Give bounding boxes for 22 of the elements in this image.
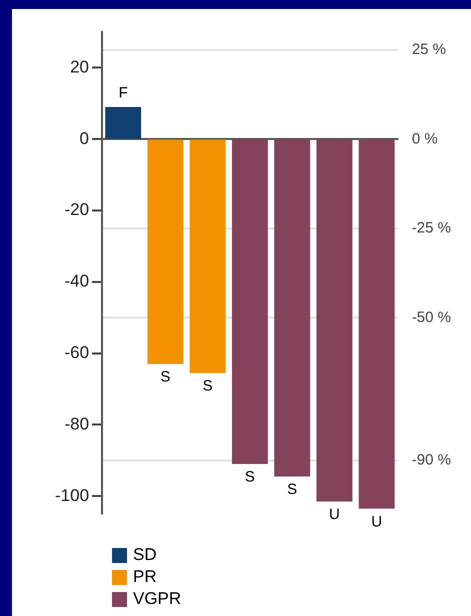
- legend-label: VGPR: [133, 588, 182, 610]
- data-label: S: [160, 368, 170, 386]
- legend-label: SD: [133, 544, 157, 566]
- y-tick-label: -80: [64, 414, 90, 434]
- data-label: F: [118, 84, 128, 102]
- y2-tick-label: -50 %: [412, 308, 452, 326]
- y-tick-label: -20: [64, 200, 90, 220]
- y-tick-label: -60: [64, 343, 90, 362]
- y2-tick-label: 0 %: [412, 130, 438, 148]
- y2-tick-label: 25 %: [412, 40, 446, 58]
- legend-label: PR: [133, 566, 157, 588]
- y-tick-label: -100: [54, 486, 90, 505]
- data-label: U: [329, 506, 340, 524]
- data-label: U: [371, 513, 382, 530]
- y2-tick-label: -25 %: [412, 220, 452, 237]
- y2-tick-label: -90 %: [412, 452, 452, 469]
- data-label: S: [287, 481, 298, 498]
- y-tick-label: 0: [80, 128, 90, 148]
- y-tick-label: -40: [64, 272, 90, 291]
- y-tick-label: 20: [70, 57, 90, 76]
- data-label: S: [244, 468, 255, 486]
- data-label: S: [202, 378, 213, 395]
